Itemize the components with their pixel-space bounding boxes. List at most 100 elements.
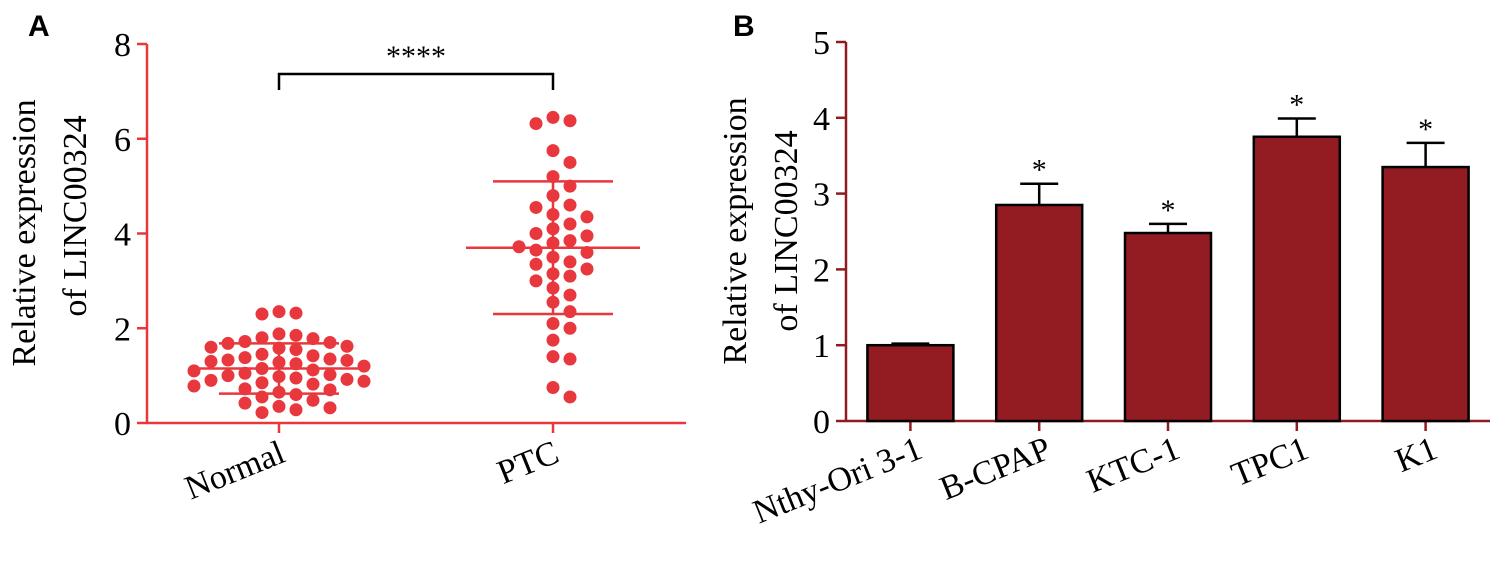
- panel-a-data-point: [546, 333, 560, 347]
- panel-a-data-point: [563, 269, 577, 283]
- panel-b-y-tick-label: 4: [813, 101, 830, 138]
- panel-a-data-point: [546, 350, 560, 364]
- panel-a-data-point: [187, 379, 201, 393]
- panel-a-data-point: [221, 369, 235, 383]
- panel-a-data-point: [340, 339, 354, 353]
- panel-b-y-tick-label: 0: [813, 404, 830, 441]
- panel-a-data-point: [238, 366, 252, 380]
- panel-a-data-point: [255, 376, 269, 390]
- panel-a-data-point: [221, 353, 235, 367]
- panel-a-data-point: [580, 229, 594, 243]
- panel-a-data-point: [546, 170, 560, 184]
- panel-b-bar: [1252, 135, 1342, 423]
- panel-a-data-point: [340, 372, 354, 386]
- panel-b-bar: [866, 343, 955, 423]
- panel-b-letter: B: [733, 10, 755, 43]
- panel-a-data-point: [546, 110, 560, 124]
- panel-b-significance-label: *: [1418, 113, 1433, 146]
- panel-a-data-point: [289, 306, 303, 320]
- panel-b-y-tick-label: 2: [813, 252, 830, 289]
- panel-b-bar-chart: B Relative expression of LINC00324 0 1 2 3 4…: [717, 10, 1490, 531]
- panel-a-data-point: [289, 403, 303, 417]
- panel-b-bars: * * * *: [866, 89, 1470, 423]
- panel-a-points: [187, 110, 594, 420]
- panel-a-y-tick-label: 6: [114, 122, 131, 159]
- panel-a-data-point: [563, 255, 577, 269]
- panel-a-data-point: [289, 343, 303, 357]
- panel-a-scatter-chart: A Relative expression of LINC00324 0 2 4 6 8…: [6, 10, 686, 507]
- panel-a-data-point: [323, 401, 337, 415]
- panel-a-data-point: [563, 179, 577, 193]
- panel-a-data-point: [238, 382, 252, 396]
- panel-a-data-point: [204, 340, 218, 354]
- panel-a-data-point: [529, 243, 543, 257]
- panel-a-data-point: [563, 288, 577, 302]
- panel-a-y-tick-label: 8: [114, 27, 131, 64]
- panel-b-y-tick-label: 3: [813, 177, 830, 214]
- panel-a-data-point: [563, 217, 577, 231]
- panel-a-data-point: [546, 144, 560, 158]
- panel-a-data-point: [272, 327, 286, 341]
- panel-b-significance-label: *: [1032, 154, 1047, 187]
- panel-a-data-point: [580, 245, 594, 259]
- panel-a-data-point: [238, 351, 252, 365]
- panel-b-x-tick-label: KTC-1: [1082, 430, 1185, 500]
- panel-a-data-point: [289, 328, 303, 342]
- panel-a-data-point: [306, 363, 320, 377]
- panel-a-ylabel-line2: of LINC00324: [57, 115, 94, 316]
- panel-a-data-point: [272, 305, 286, 319]
- panel-a-data-point: [187, 364, 201, 378]
- panel-a-data-point: [563, 352, 577, 366]
- panel-b-bar: [994, 203, 1084, 423]
- panel-a-data-point: [306, 349, 320, 363]
- panel-a-letter: A: [28, 10, 50, 43]
- panel-b-bar: [1381, 165, 1470, 423]
- panel-a-error-bars: [192, 180, 640, 395]
- panel-a-data-point: [529, 257, 543, 271]
- panel-b-x-tick-label: B-CPAP: [935, 430, 1056, 508]
- panel-a-data-point: [529, 200, 543, 214]
- panel-a-data-point: [255, 347, 269, 361]
- panel-a-x-tick-label: PTC: [492, 434, 564, 492]
- panel-a-data-point: [357, 374, 371, 388]
- panel-b-ylabel-line2: of LINC00324: [768, 130, 805, 331]
- panel-a-data-point: [563, 155, 577, 169]
- panel-a-data-point: [289, 371, 303, 385]
- panel-a-data-point: [323, 352, 337, 366]
- panel-a-data-point: [580, 262, 594, 276]
- panel-b-significance-label: *: [1161, 194, 1176, 227]
- panel-a-data-point: [340, 353, 354, 367]
- panel-a-y-tick-label: 2: [114, 311, 131, 348]
- panel-b-x-tick-label: Nthy-Ori 3-1: [748, 430, 927, 531]
- panel-a-x-tick-label: Normal: [180, 434, 290, 507]
- panel-a-y-tick-label: 4: [114, 217, 131, 254]
- panel-a-data-point: [563, 198, 577, 212]
- panel-a-data-point: [306, 332, 320, 346]
- panel-a-data-point: [306, 377, 320, 391]
- panel-a-significance-bracket: [277, 72, 555, 90]
- panel-a-data-point: [289, 357, 303, 371]
- panel-a-data-point: [563, 114, 577, 128]
- panel-a-data-point: [255, 406, 269, 420]
- panel-b-x-tick-label: K1: [1390, 430, 1442, 480]
- panel-b-y-tick-label: 1: [813, 328, 830, 365]
- panel-a-data-point: [357, 359, 371, 373]
- panel-a-data-point: [529, 274, 543, 288]
- panel-b-y-tick-label: 5: [813, 25, 830, 62]
- panel-b-bar: [1123, 231, 1213, 423]
- panel-b-ylabel-line1: Relative expression: [717, 97, 754, 364]
- panel-a-ticks: 0 2 4 6 8 Normal PTC: [114, 27, 564, 507]
- panel-a-data-point: [255, 331, 269, 345]
- panel-a-data-point: [546, 380, 560, 394]
- panel-a-y-tick-label: 0: [114, 406, 131, 443]
- panel-a-significance-label: ****: [386, 40, 446, 73]
- panel-a-data-point: [563, 321, 577, 335]
- panel-a-data-point: [563, 390, 577, 404]
- panel-b-x-tick-label: TPC1: [1226, 430, 1313, 494]
- panel-a-ylabel-line1: Relative expression: [6, 99, 43, 366]
- panel-a-data-point: [563, 234, 577, 248]
- panel-a-bracket-line: [277, 72, 555, 90]
- panel-a-data-point: [238, 335, 252, 349]
- panel-a-data-point: [529, 117, 543, 131]
